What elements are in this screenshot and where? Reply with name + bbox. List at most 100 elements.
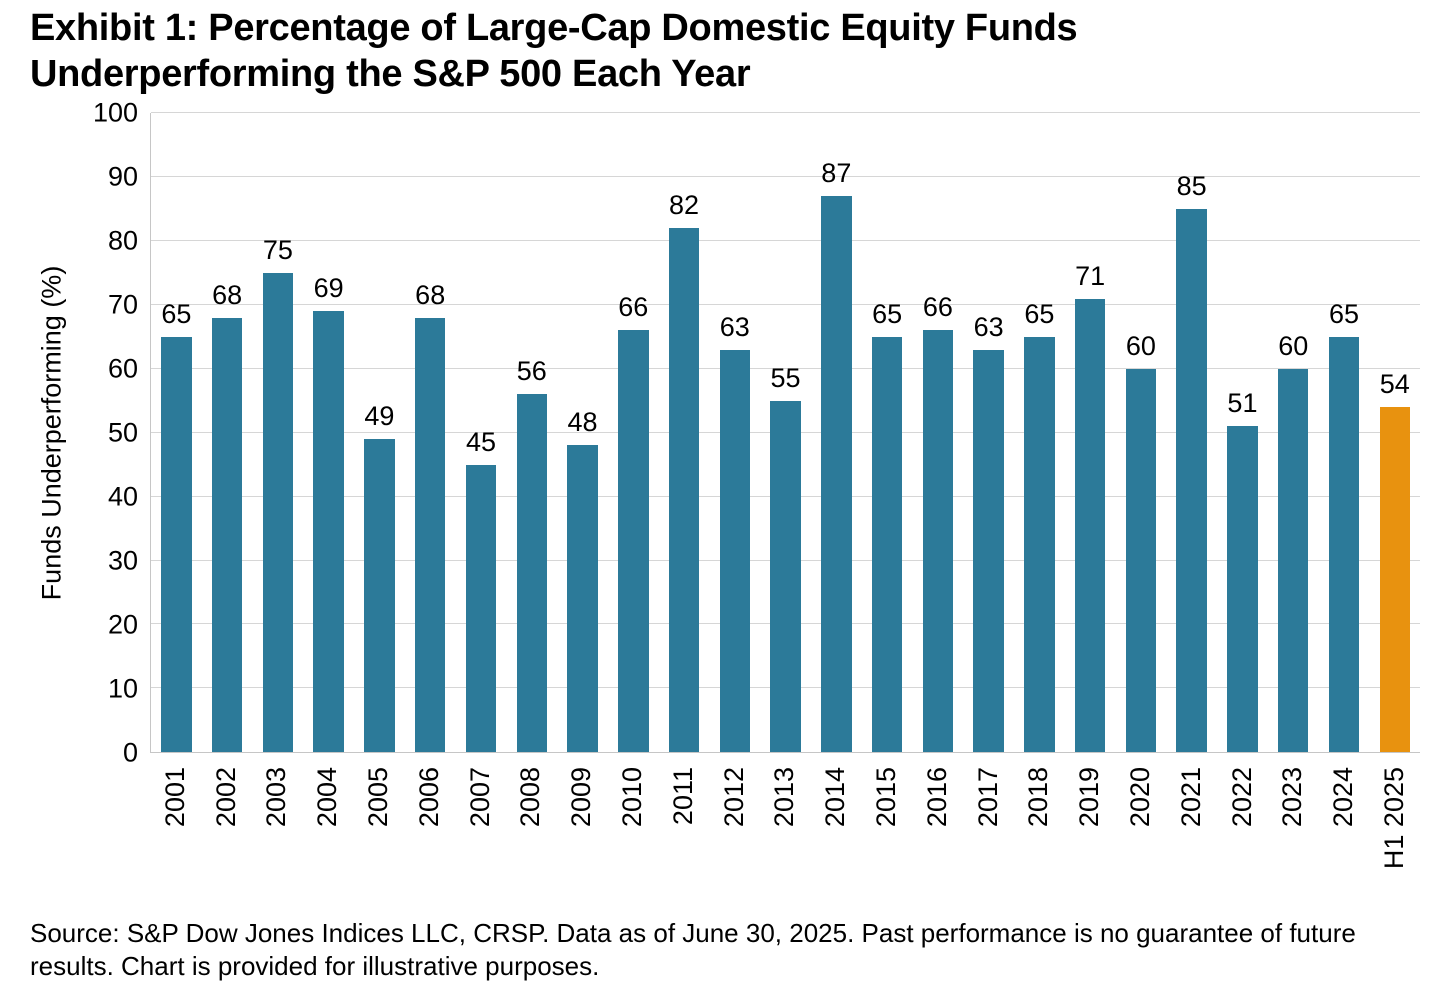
bar-2016 — [922, 330, 954, 753]
y-axis: Funds Underperforming (%) — [28, 113, 76, 753]
bar-2024 — [1328, 336, 1360, 753]
bar-slot-2007: 45 — [456, 113, 507, 753]
bar-2004 — [313, 311, 344, 753]
x-tick-label-2022: 2022 — [1226, 767, 1257, 828]
bar-slot-2002: 68 — [202, 113, 253, 753]
y-tick-label: 0 — [122, 737, 138, 768]
y-tick-label: 50 — [107, 417, 138, 448]
bar-slot-2024: 65 — [1319, 113, 1370, 753]
bar-2008 — [516, 394, 547, 753]
bar-2015 — [871, 336, 903, 753]
x-tick-label-2011: 2011 — [667, 767, 698, 826]
bar-slot-2004: 69 — [303, 113, 354, 753]
y-tick-label: 10 — [107, 673, 138, 704]
x-tick-label-2007: 2007 — [464, 767, 495, 828]
bar-value-label: 60 — [1278, 330, 1309, 361]
bar-value-label: 54 — [1379, 369, 1410, 400]
bar-slot-2022: 51 — [1217, 113, 1268, 753]
y-tick-label: 30 — [107, 545, 138, 576]
y-tick-label: 20 — [107, 609, 138, 640]
bar-slot-2011: 82 — [659, 113, 710, 753]
x-tick-label-2013: 2013 — [769, 767, 800, 828]
bar-value-label: 65 — [1328, 298, 1360, 329]
gridline — [151, 112, 1420, 114]
x-slot: 2020 — [1115, 753, 1166, 911]
x-tick-label-2018: 2018 — [1023, 767, 1054, 828]
bar-value-label: 69 — [313, 273, 344, 304]
bar-2002 — [211, 317, 243, 753]
bar-2012 — [719, 349, 751, 753]
bar-value-label: 65 — [872, 298, 903, 329]
x-slot: 2005 — [353, 753, 404, 911]
x-tick-label-2023: 2023 — [1277, 767, 1308, 828]
x-slot: 2002 — [201, 753, 252, 911]
y-axis-ticks: 100 90 80 70 60 50 40 30 20 10 0 — [76, 98, 150, 768]
bar-slot-2013: 55 — [760, 113, 811, 753]
x-slot: 2018 — [1014, 753, 1065, 911]
x-tick-label-2001: 2001 — [159, 767, 190, 828]
bar-2022 — [1227, 426, 1258, 753]
bar-slot-2023: 60 — [1268, 113, 1319, 753]
bar-2021 — [1176, 209, 1207, 753]
bar-slot-2010: 66 — [608, 113, 659, 753]
x-slot: 2017 — [963, 753, 1014, 911]
x-slot: 2016 — [912, 753, 963, 911]
bar-2018 — [1024, 336, 1055, 753]
bar-value-label: 63 — [973, 311, 1004, 342]
x-slot: 2010 — [607, 753, 658, 911]
x-slot: 2019 — [1064, 753, 1115, 911]
bar-value-label: 63 — [719, 311, 750, 342]
y-tick-label: 80 — [107, 225, 138, 256]
bar-2006 — [414, 317, 446, 753]
bar-slot-2001: 65 — [151, 113, 202, 753]
x-slot: 2001 — [150, 753, 201, 911]
x-tick-label-2012: 2012 — [718, 767, 749, 828]
bar-slot-2003: 75 — [253, 113, 304, 753]
x-slot: 2008 — [506, 753, 557, 911]
x-slot: H1 2025 — [1369, 753, 1420, 911]
bar-value-label: 65 — [161, 298, 192, 329]
x-slot: 2022 — [1217, 753, 1268, 911]
bar-value-label: 49 — [364, 401, 395, 432]
bar-slot-2021: 85 — [1166, 113, 1217, 753]
x-slot: 2021 — [1166, 753, 1217, 911]
x-tick-label-2019: 2019 — [1074, 767, 1105, 828]
source-note: Source: S&P Dow Jones Indices LLC, CRSP.… — [30, 918, 1356, 982]
plot-area: 65 68 75 69 49 68 45 56 48 66 82 63 55 87 65 66 63 65 71 60… — [150, 112, 1420, 754]
x-slot: 2009 — [556, 753, 607, 911]
x-tick-label-2004: 2004 — [312, 767, 343, 828]
gridline — [151, 240, 1420, 241]
x-tick-label-2009: 2009 — [566, 767, 597, 828]
x-tick-label-2010: 2010 — [617, 767, 648, 828]
bar-slot-2017: 63 — [963, 113, 1014, 753]
bar-slot-2015: 65 — [862, 113, 913, 753]
bars-container: 65 68 75 69 49 68 45 56 48 66 82 63 55 87 65 66 63 65 71 60… — [151, 113, 1420, 753]
bar-2013 — [770, 400, 801, 753]
bar-slot-h1-2025: 54 — [1369, 113, 1420, 753]
x-tick-label-2002: 2002 — [210, 767, 241, 828]
x-tick-label-2006: 2006 — [413, 767, 444, 828]
bar-value-label: 56 — [516, 356, 547, 387]
bar-value-label: 71 — [1075, 260, 1106, 291]
bar-slot-2019: 71 — [1065, 113, 1116, 753]
bar-value-label: 68 — [212, 279, 243, 310]
bar-slot-2005: 49 — [354, 113, 405, 753]
bar-2010 — [618, 330, 649, 753]
x-tick-label-2024: 2024 — [1328, 767, 1359, 828]
x-tick-label-2017: 2017 — [972, 767, 1003, 828]
y-tick-label: 60 — [107, 353, 138, 384]
bar-value-label: 65 — [1024, 298, 1055, 329]
bar-2020 — [1125, 368, 1157, 753]
bar-value-label: 48 — [567, 407, 598, 438]
x-slot: 2003 — [252, 753, 303, 911]
bar-h1-2025 — [1379, 407, 1410, 753]
bar-2014 — [821, 196, 852, 753]
x-tick-label-2003: 2003 — [261, 767, 292, 828]
x-tick-label-2015: 2015 — [871, 767, 902, 828]
bar-slot-2016: 66 — [912, 113, 963, 753]
bar-value-label: 51 — [1227, 388, 1258, 419]
bar-value-label: 85 — [1176, 171, 1207, 202]
gridline — [151, 176, 1420, 178]
bar-2005 — [364, 439, 395, 753]
y-tick-label: 90 — [107, 161, 138, 192]
